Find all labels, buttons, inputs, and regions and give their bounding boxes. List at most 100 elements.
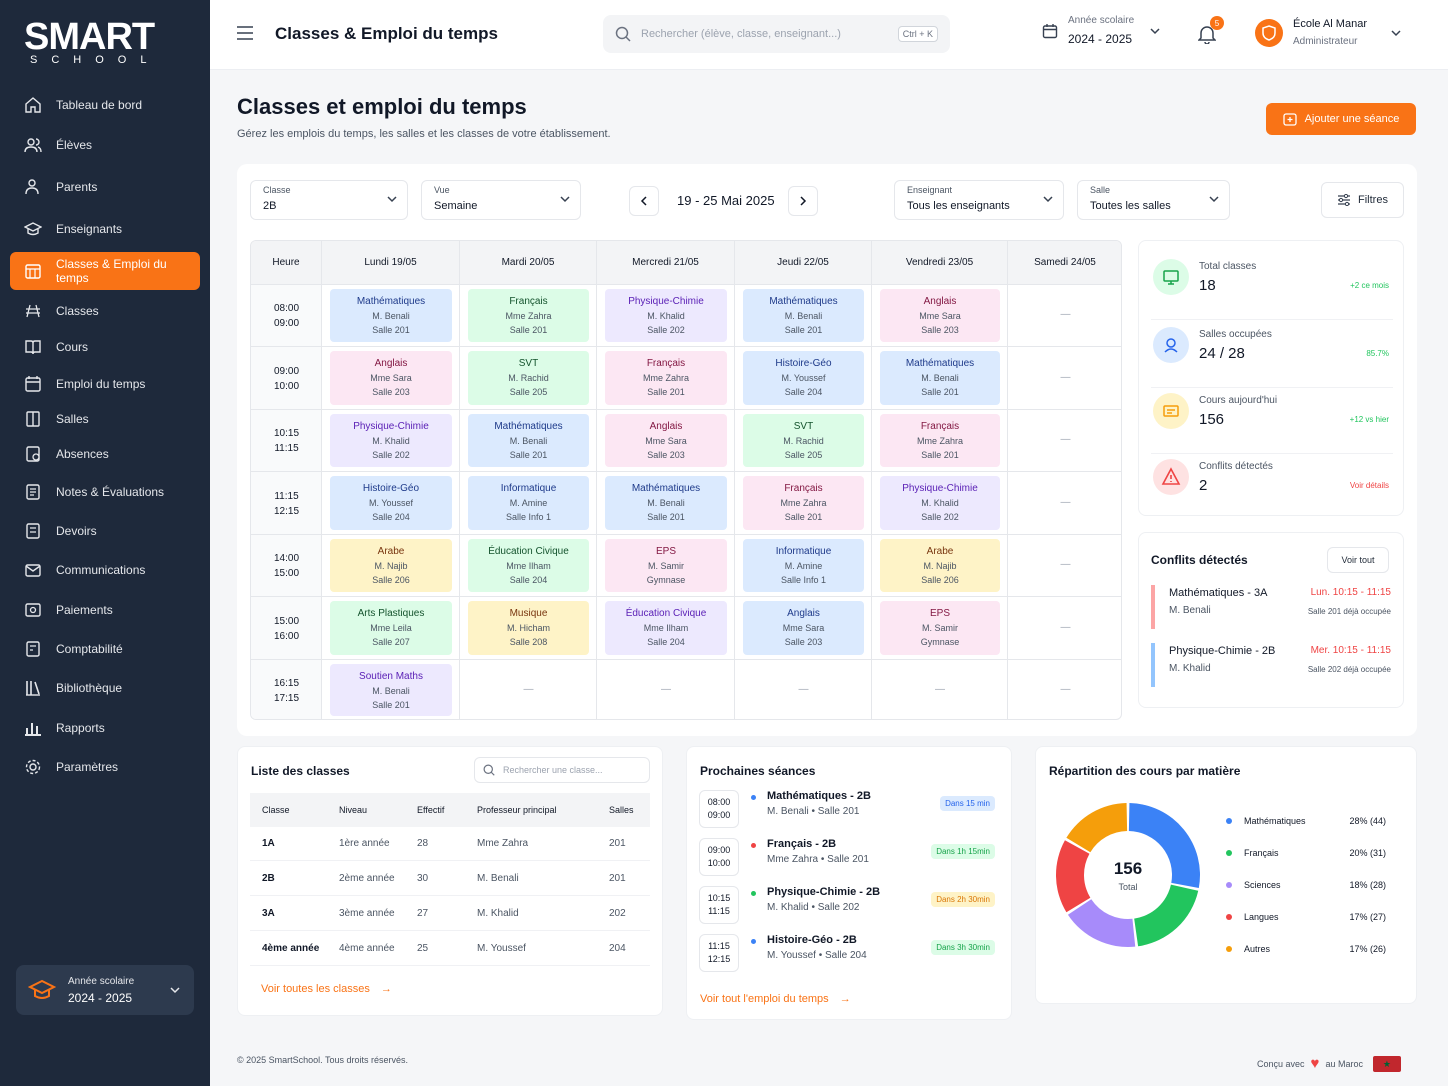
timetable-cell[interactable] [872,535,1008,597]
session-block[interactable]: Histoire-Géo M. Youssef Salle 204 [330,476,452,530]
header-year-selector[interactable]: Année scolaire 2024 - 2025 [1042,15,1160,46]
add-session-button[interactable]: Ajouter une séance [1266,103,1416,135]
table-row[interactable]: 4ème année 4ème année 25 M. Youssef 204 [250,932,650,966]
sidebar-item-cours[interactable]: Cours [10,328,200,366]
timetable-cell[interactable] [460,535,597,597]
timetable-cell[interactable] [735,597,872,660]
timetable-cell[interactable] [872,597,1008,660]
timetable-cell[interactable] [735,660,872,719]
conflict-item[interactable]: Mathématiques - 3A M. Benali Lun. 10:15 - … [1151,585,1391,629]
filters-button[interactable]: Filtres [1321,182,1404,218]
sidebar-item-communications[interactable]: Communications [10,551,200,589]
session-block[interactable]: Arabe M. Najib Salle 206 [330,539,452,592]
timetable-cell[interactable] [597,410,735,472]
view-all-conflicts-button[interactable]: Voir tout [1327,547,1389,573]
view-full-timetable-link[interactable]: Voir tout l'emploi du temps → [700,993,851,1005]
previous-week-button[interactable] [629,186,659,216]
session-block[interactable]: Anglais Mme Sara Salle 203 [605,414,727,467]
timetable-cell[interactable] [322,472,460,535]
session-block[interactable]: Arts Plastiques Mme Leila Salle 207 [330,601,452,655]
session-block[interactable]: Anglais Mme Sara Salle 203 [880,289,1000,342]
class-select[interactable]: Classe 2B [250,180,408,220]
timetable-cell[interactable] [597,597,735,660]
session-block[interactable]: SVT M. Rachid Salle 205 [743,414,864,467]
session-block[interactable]: Physique-Chimie M. Khalid Salle 202 [880,476,1000,530]
session-block[interactable]: EPS M. Samir Gymnase [880,601,1000,655]
donut-slice-autres[interactable] [1066,803,1128,853]
session-block[interactable]: SVT M. Rachid Salle 205 [468,351,589,405]
timetable-cell[interactable] [735,347,872,410]
session-block[interactable]: Éducation Civique Mme Ilham Salle 204 [468,539,589,592]
global-search-input[interactable]: Rechercher (élève, classe, enseignant...… [603,15,950,53]
school-account-menu[interactable]: École Al Manar Administrateur [1255,18,1401,47]
timetable-cell[interactable] [460,347,597,410]
session-block[interactable]: Soutien Maths M. Benali Salle 201 [330,664,452,716]
timetable-cell[interactable] [597,660,735,719]
timetable-cell[interactable] [872,472,1008,535]
sidebar-item-rapports[interactable]: Rapports [10,709,200,747]
upcoming-session[interactable]: 08:00 09:00 Mathématiques - 2B M. Benali • … [699,790,995,832]
timetable-cell[interactable] [460,597,597,660]
donut-slice-mathematiques[interactable] [1128,803,1200,888]
session-block[interactable]: Informatique M. Amine Salle Info 1 [468,476,589,530]
session-block[interactable]: Mathématiques M. Benali Salle 201 [880,351,1000,405]
timetable-cell[interactable] [1008,347,1121,410]
sidebar-item-parametres[interactable]: Paramètres [10,748,200,786]
session-block[interactable]: Mathématiques M. Benali Salle 201 [605,476,727,530]
menu-icon[interactable] [236,26,254,40]
upcoming-session[interactable]: 09:00 10:00 Français - 2B Mme Zahra • Salle… [699,838,995,880]
view-all-classes-link[interactable]: Voir toutes les classes → [261,983,392,995]
timetable-cell[interactable] [735,285,872,347]
timetable-cell[interactable] [597,472,735,535]
timetable-cell[interactable] [597,347,735,410]
timetable-cell[interactable] [597,285,735,347]
sidebar-item-notes-evaluations[interactable]: Notes & Évaluations [10,473,200,511]
bell-icon[interactable] [1198,24,1216,44]
donut-slice-sciences[interactable] [1067,899,1136,947]
sidebar-item-parents[interactable]: Parents [10,168,200,206]
session-block[interactable]: Physique-Chimie M. Khalid Salle 202 [330,414,452,467]
timetable-cell[interactable] [322,597,460,660]
table-row[interactable]: 1A 1ère année 28 Mme Zahra 201 [250,827,650,861]
session-block[interactable]: Anglais Mme Sara Salle 203 [743,601,864,655]
conflict-item[interactable]: Physique-Chimie - 2B M. Khalid Mer. 10:15 … [1151,643,1391,687]
upcoming-session[interactable]: 11:15 12:15 Histoire-Géo - 2B M. Youssef • … [699,934,995,976]
table-row[interactable]: 3A 3ème année 27 M. Khalid 202 [250,897,650,931]
session-block[interactable]: Mathématiques M. Benali Salle 201 [330,289,452,342]
sidebar-item-eleves[interactable]: Élèves [10,126,200,164]
timetable-cell[interactable] [322,535,460,597]
timetable-cell[interactable] [322,410,460,472]
timetable-cell[interactable] [872,660,1008,719]
class-search-input[interactable]: Rechercher une classe... [474,757,650,783]
timetable-cell[interactable] [1008,410,1121,472]
timetable-cell[interactable] [872,285,1008,347]
table-row[interactable]: 2B 2ème année 30 M. Benali 201 [250,862,650,896]
view-conflict-details-link[interactable]: Voir détails [1349,481,1389,490]
timetable-cell[interactable] [460,410,597,472]
timetable-cell[interactable] [735,472,872,535]
timetable-cell[interactable] [1008,285,1121,347]
timetable-cell[interactable] [460,660,597,719]
logo[interactable]: SMART SCHOOL [24,18,160,66]
timetable-cell[interactable] [460,285,597,347]
session-block[interactable]: Arabe M. Najib Salle 206 [880,539,1000,592]
sidebar-item-paiements[interactable]: Paiements [10,591,200,629]
timetable-cell[interactable] [735,410,872,472]
timetable-cell[interactable] [735,535,872,597]
session-block[interactable]: Éducation Civique Mme Ilham Salle 204 [605,601,727,655]
timetable-cell[interactable] [1008,535,1121,597]
timetable-cell[interactable] [322,347,460,410]
sidebar-item-comptabilite[interactable]: Comptabilité [10,630,200,668]
room-select[interactable]: Salle Toutes les salles [1077,180,1230,220]
sidebar-item-classes-emploi-du-temps[interactable]: Classes & Emploi du temps [10,252,200,290]
sidebar-item-salles[interactable]: Salles [10,400,200,438]
teacher-select[interactable]: Enseignant Tous les enseignants [894,180,1064,220]
session-block[interactable]: Français Mme Zahra Salle 201 [605,351,727,405]
session-block[interactable]: EPS M. Samir Gymnase [605,539,727,592]
donut-slice-francais[interactable] [1134,884,1199,947]
sidebar-item-classes[interactable]: Classes [10,292,200,330]
session-block[interactable]: Physique-Chimie M. Khalid Salle 202 [605,289,727,342]
upcoming-session[interactable]: 10:15 11:15 Physique-Chimie - 2B M. Khalid … [699,886,995,928]
view-select[interactable]: Vue Semaine [421,180,581,220]
session-block[interactable]: Français Mme Zahra Salle 201 [880,414,1000,467]
